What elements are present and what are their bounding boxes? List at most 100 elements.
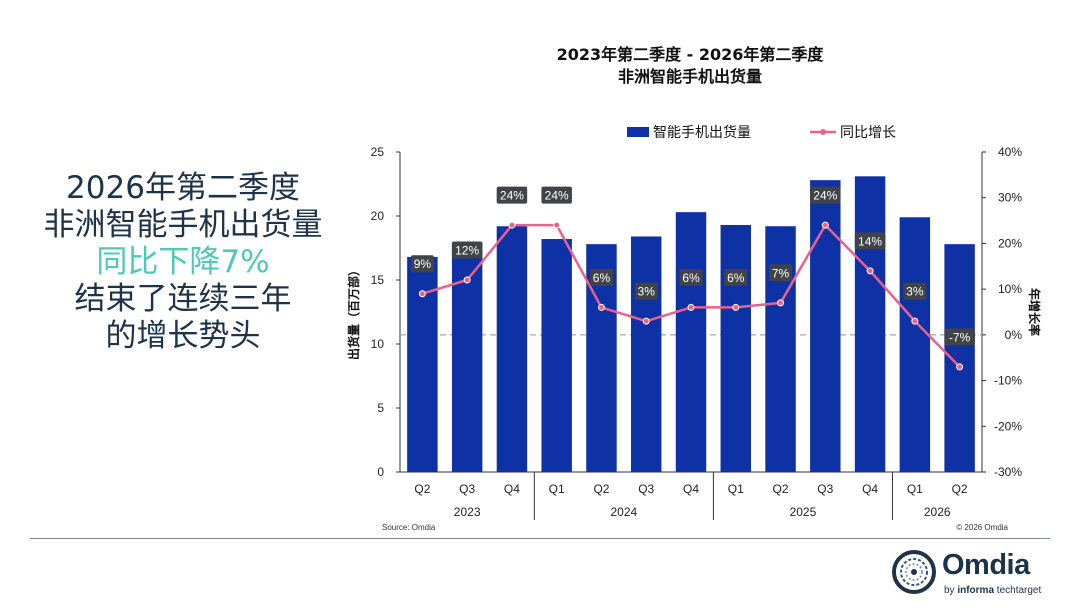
bar-11 [854, 176, 886, 472]
bar-12 [899, 217, 931, 472]
growth-point-9 [777, 299, 785, 307]
growth-label-box [634, 282, 658, 300]
x-tick-label: Q2 [952, 482, 968, 496]
y2-axis-title: 年增长率 [1027, 288, 1042, 336]
x-tick-label: Q4 [862, 482, 878, 496]
year-label: 2023 [454, 505, 481, 519]
growth-label: -7% [949, 330, 971, 344]
x-tick-label: Q2 [593, 482, 609, 496]
headline: 2026年第二季度 非洲智能手机出货量 同比下降7% 结束了连续三年 的增长势头 [18, 170, 348, 355]
chart-title: 2023年第二季度 - 2026年第二季度 [556, 45, 824, 64]
chart-title-block: 2023年第二季度 - 2026年第二季度 非洲智能手机出货量 [420, 44, 960, 88]
growth-label-box [944, 328, 975, 346]
x-tick-label: Q1 [907, 482, 923, 496]
x-tick-label: Q4 [504, 482, 520, 496]
chart-copyright: © 2026 Omdia [956, 523, 1008, 532]
growth-label: 3% [906, 285, 924, 299]
legend-bar-label: 智能手机出货量 [653, 124, 751, 140]
growth-point-8 [732, 303, 740, 311]
growth-label: 24% [813, 189, 837, 203]
headline-line-5: 的增长势头 [105, 318, 261, 354]
growth-label-box [451, 241, 483, 259]
headline-highlight: 同比下降7% [96, 244, 270, 280]
growth-label-box [589, 268, 613, 286]
x-tick-label: Q3 [459, 482, 475, 496]
growth-label: 14% [858, 234, 882, 248]
year-label: 2024 [610, 505, 637, 519]
growth-label: 12% [455, 244, 479, 258]
growth-label-box [496, 186, 528, 204]
x-tick-label: Q3 [638, 482, 654, 496]
legend-line-label: 同比增长 [840, 124, 896, 140]
x-tick-label: Q3 [817, 482, 833, 496]
y2-tick-label: 20% [998, 236, 1022, 250]
growth-label-box [854, 232, 886, 250]
bar-13 [944, 244, 975, 472]
growth-label-box [724, 268, 748, 286]
growth-label: 6% [593, 271, 611, 285]
growth-point-5 [597, 303, 605, 311]
x-tick-label: Q1 [728, 482, 744, 496]
bar-3 [496, 226, 528, 472]
y2-tick-label: -10% [994, 374, 1022, 388]
chart-subtitle: 非洲智能手机出货量 [617, 67, 762, 86]
y2-tick-label: -20% [994, 419, 1022, 433]
footer-divider [30, 538, 1050, 539]
bar-6 [631, 236, 662, 472]
legend-bar-swatch [627, 127, 649, 137]
y2-tick-label: 0% [1005, 328, 1023, 342]
x-tick-label: Q2 [414, 482, 430, 496]
y-tick-label: 10 [371, 337, 385, 351]
growth-label-box [541, 186, 572, 204]
growth-label-box [903, 282, 927, 300]
headline-line-2: 非洲智能手机出货量 [43, 207, 323, 243]
legend-line-marker [820, 129, 826, 135]
growth-point-6 [642, 317, 650, 325]
x-tick-label: Q2 [773, 482, 789, 496]
growth-label: 6% [727, 271, 745, 285]
headline-line-4: 结束了连续三年 [74, 281, 292, 317]
omdia-logo-icon [892, 550, 936, 594]
chart-source: Source: Omdia [382, 523, 436, 532]
growth-point-10 [821, 221, 829, 229]
growth-label: 7% [772, 266, 790, 280]
omdia-wordmark: Omdia [942, 549, 1030, 581]
y-tick-label: 15 [371, 273, 385, 287]
y-tick-label: 20 [371, 209, 385, 223]
growth-label: 24% [500, 189, 524, 203]
growth-point-4 [553, 221, 561, 229]
headline-line-1: 2026年第二季度 [66, 170, 300, 206]
y-axis-title: 出货量（百万部） [346, 264, 361, 360]
y-tick-label: 0 [377, 465, 384, 479]
y2-tick-label: 10% [998, 282, 1022, 296]
growth-label-box [410, 255, 434, 273]
year-label: 2026 [924, 505, 951, 519]
x-tick-label: Q4 [683, 482, 699, 496]
bar-7 [675, 212, 707, 472]
omdia-logo: Omdia by informa techtarget [890, 548, 1050, 598]
omdia-tagline: by informa techtarget [944, 585, 1042, 596]
bar-4 [541, 239, 572, 472]
growth-label: 24% [545, 189, 569, 203]
y2-tick-label: 40% [998, 145, 1022, 159]
growth-point-13 [956, 363, 964, 371]
growth-point-11 [866, 267, 874, 275]
growth-label: 3% [638, 285, 656, 299]
bar-10 [810, 180, 841, 472]
bar-9 [765, 226, 796, 472]
growth-label-box [810, 186, 841, 204]
growth-point-3 [508, 221, 516, 229]
growth-point-2 [463, 276, 471, 284]
growth-point-1 [418, 290, 426, 298]
growth-label: 9% [414, 257, 432, 271]
growth-label-box [769, 264, 793, 282]
y-tick-label: 25 [371, 145, 385, 159]
growth-label: 6% [682, 271, 700, 285]
growth-point-12 [911, 317, 919, 325]
growth-point-7 [687, 303, 695, 311]
x-tick-label: Q1 [549, 482, 565, 496]
y-tick-label: 5 [377, 401, 384, 415]
bar-8 [720, 224, 751, 472]
y2-tick-label: -30% [994, 465, 1022, 479]
